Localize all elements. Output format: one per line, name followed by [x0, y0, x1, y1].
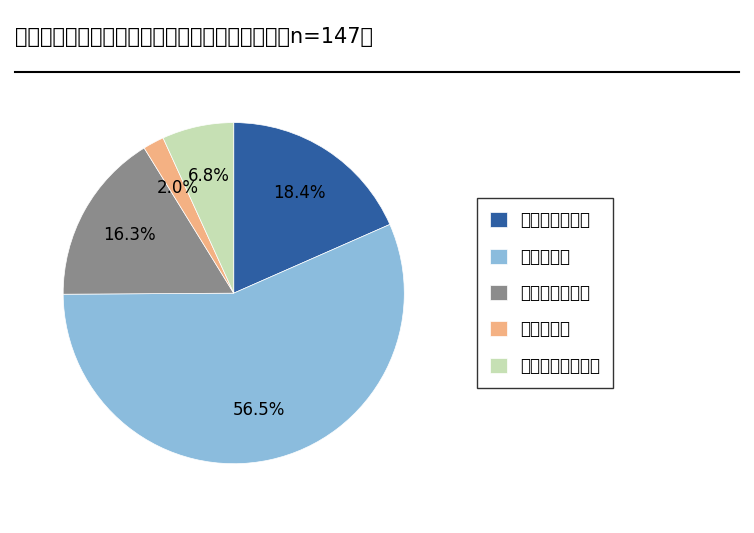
Text: 16.3%: 16.3% [103, 227, 155, 244]
Text: １．高卒採用の募集人数の増減はありますか。（n=147）: １．高卒採用の募集人数の増減はありますか。（n=147） [15, 27, 373, 47]
Wedge shape [163, 123, 234, 293]
Legend: 前年より増やす, 前年と同じ, 前年より減らす, 採用しない, 未定・わからない: 前年より増やす, 前年と同じ, 前年より減らす, 採用しない, 未定・わからない [477, 198, 613, 388]
Text: 18.4%: 18.4% [273, 184, 325, 202]
Text: 6.8%: 6.8% [188, 167, 229, 185]
Wedge shape [234, 123, 390, 293]
Wedge shape [63, 224, 404, 464]
Wedge shape [63, 148, 234, 294]
Text: 56.5%: 56.5% [232, 401, 285, 419]
Wedge shape [144, 138, 234, 293]
Text: 2.0%: 2.0% [157, 179, 198, 197]
